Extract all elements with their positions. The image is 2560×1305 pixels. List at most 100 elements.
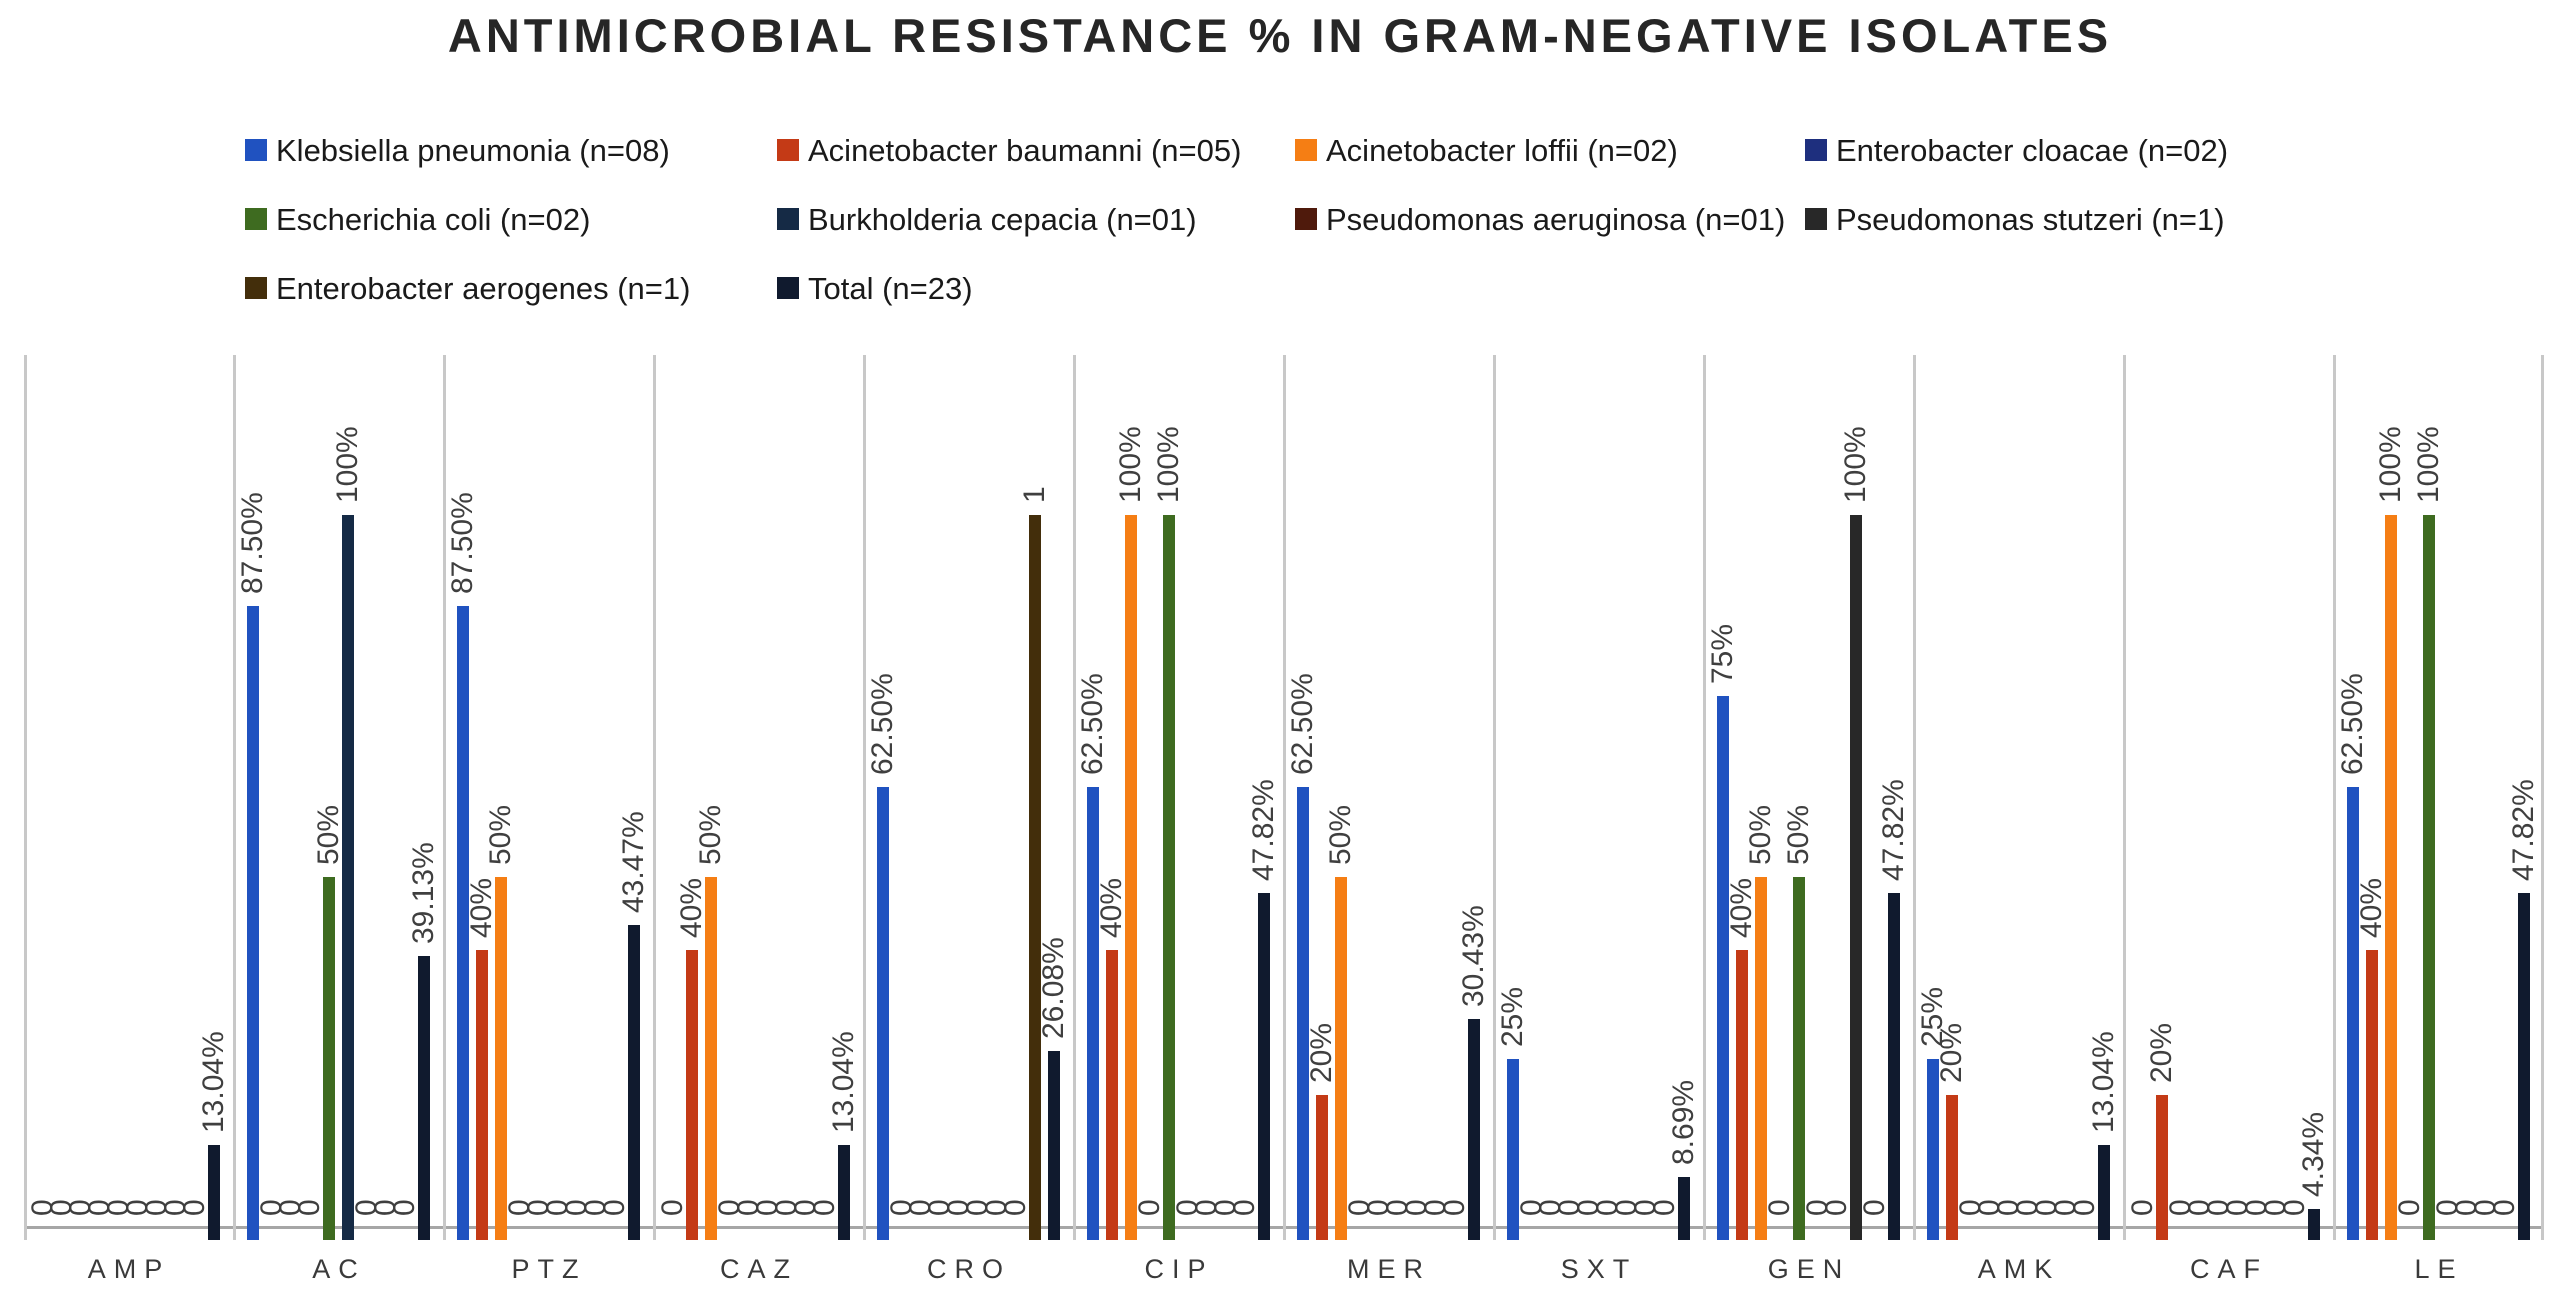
bar-value-label: 100% (2412, 426, 2445, 503)
bar-value-label: 20% (1935, 1022, 1968, 1083)
plot-area: 0 0 0 0 0 0 0 0 0 13.04% AMP 87.50% 0 0 0 50% 100% 0 0 0 39.… (24, 355, 2544, 1284)
bar-value-label: 75% (1706, 623, 1739, 684)
legend-swatch-icon (777, 208, 799, 230)
zero-value-label: 0 (1228, 1199, 1261, 1216)
bar (1258, 893, 1270, 1240)
bar-value-label: 62.50% (1076, 673, 1109, 775)
bar (1125, 515, 1137, 1240)
bar-value-label: 62.50% (866, 673, 899, 775)
bar (877, 787, 889, 1240)
bar-value-label: 40% (1725, 877, 1758, 938)
bar (1850, 515, 1862, 1240)
bar (247, 606, 259, 1240)
bar-value-label: 47.82% (1247, 779, 1280, 881)
bar (1927, 1059, 1939, 1240)
bar-value-label: 50% (484, 804, 517, 865)
category-axis-label: AMP (87, 1254, 171, 1284)
chart-legend: Klebsiella pneumonia (n=08) Acinetobacter… (245, 130, 2545, 330)
category-axis-label: PTZ (511, 1254, 587, 1284)
zero-value-label: 0 (598, 1199, 631, 1216)
bar-value-label: 40% (675, 877, 708, 938)
bar (2098, 1145, 2110, 1240)
bar-value-label: 43.47% (617, 811, 650, 913)
bar (1297, 787, 1309, 1240)
legend-swatch-icon (245, 277, 267, 299)
bar (476, 950, 488, 1240)
legend-item: Enterobacter aerogenes (n=1) (245, 268, 690, 308)
legend-swatch-icon (1805, 139, 1827, 161)
bar-value-label: 1 (1018, 486, 1051, 503)
legend-item: Acinetobacter baumanni (n=05) (777, 130, 1241, 170)
zero-value-label: 0 (1763, 1199, 1796, 1216)
bar-value-label: 62.50% (2336, 673, 2369, 775)
legend-label: Enterobacter cloacae (n=02) (1836, 132, 2229, 168)
bar (1335, 877, 1347, 1240)
bar-value-label: 47.82% (1877, 779, 1910, 881)
bar (628, 925, 640, 1240)
bar (1468, 1019, 1480, 1240)
bar-value-label: 50% (312, 804, 345, 865)
bar (838, 1145, 850, 1240)
zero-value-label: 0 (2068, 1199, 2101, 1216)
bar-value-label: 25% (1496, 986, 1529, 1047)
bar-value-label: 100% (1152, 426, 1185, 503)
legend-label: Burkholderia cepacia (n=01) (808, 201, 1197, 237)
bar (2423, 515, 2435, 1240)
category-separator-line (443, 355, 446, 1240)
legend-item: Escherichia coli (n=02) (245, 199, 590, 239)
zero-value-label: 0 (999, 1199, 1032, 1216)
legend-item: Klebsiella pneumonia (n=08) (245, 130, 670, 170)
bar-value-label: 40% (465, 877, 498, 938)
legend-swatch-icon (1295, 208, 1317, 230)
bar (457, 606, 469, 1240)
bar-value-label: 39.13% (407, 842, 440, 944)
legend-item: Burkholderia cepacia (n=01) (777, 199, 1197, 239)
category-axis-label: CIP (1144, 1254, 1214, 1284)
legend-label: Acinetobacter baumanni (n=05) (808, 132, 1242, 168)
category-axis-label: AMK (1977, 1254, 2061, 1284)
bar-value-label: 50% (1782, 804, 1815, 865)
bar-value-label: 13.04% (2087, 1031, 2120, 1133)
bar-value-label: 62.50% (1286, 673, 1319, 775)
zero-value-label: 0 (2278, 1199, 2311, 1216)
bar-value-label: 26.08% (1037, 937, 1070, 1039)
legend-item: Total (n=23) (777, 268, 973, 308)
bar (1048, 1051, 1060, 1240)
category-separator-line (863, 355, 866, 1240)
zero-value-label: 0 (2393, 1199, 2426, 1216)
bar (1717, 696, 1729, 1240)
category-axis-label: AC (312, 1254, 366, 1284)
bar-value-label: 50% (1744, 804, 1777, 865)
chart-title: ANTIMICROBIAL RESISTANCE % IN GRAM-NEGAT… (447, 9, 2113, 62)
legend-label: Escherichia coli (n=02) (276, 201, 591, 237)
bar (2518, 893, 2530, 1240)
legend-swatch-icon (245, 208, 267, 230)
category-separator-line (653, 355, 656, 1240)
bar (2366, 950, 2378, 1240)
bar-value-label: 13.04% (827, 1031, 860, 1133)
bar-value-label: 20% (1305, 1022, 1338, 1083)
bar-value-label: 40% (1095, 877, 1128, 938)
zero-value-label: 0 (388, 1199, 421, 1216)
legend-label: Pseudomonas aeruginosa (n=01) (1326, 201, 1786, 237)
bar-value-label: 20% (2145, 1022, 2178, 1083)
bar-value-label: 8.69% (1667, 1079, 1700, 1165)
bar (2156, 1095, 2168, 1240)
category-separator-line (1073, 355, 1076, 1240)
legend-swatch-icon (1295, 139, 1317, 161)
bar-value-label: 4.34% (2297, 1111, 2330, 1197)
legend-label: Klebsiella pneumonia (n=08) (276, 132, 670, 168)
bar (495, 877, 507, 1240)
category-separator-line (1283, 355, 1286, 1240)
category-axis-label: SXT (1560, 1254, 1638, 1284)
bar-value-label: 100% (2374, 426, 2407, 503)
category-separator-line (1703, 355, 1706, 1240)
bar (2385, 515, 2397, 1240)
legend-swatch-icon (1805, 208, 1827, 230)
bar-value-label: 50% (1324, 804, 1357, 865)
bar (1316, 1095, 1328, 1240)
bar (1507, 1059, 1519, 1240)
bar-value-label: 50% (694, 804, 727, 865)
bar (323, 877, 335, 1240)
legend-swatch-icon (777, 277, 799, 299)
